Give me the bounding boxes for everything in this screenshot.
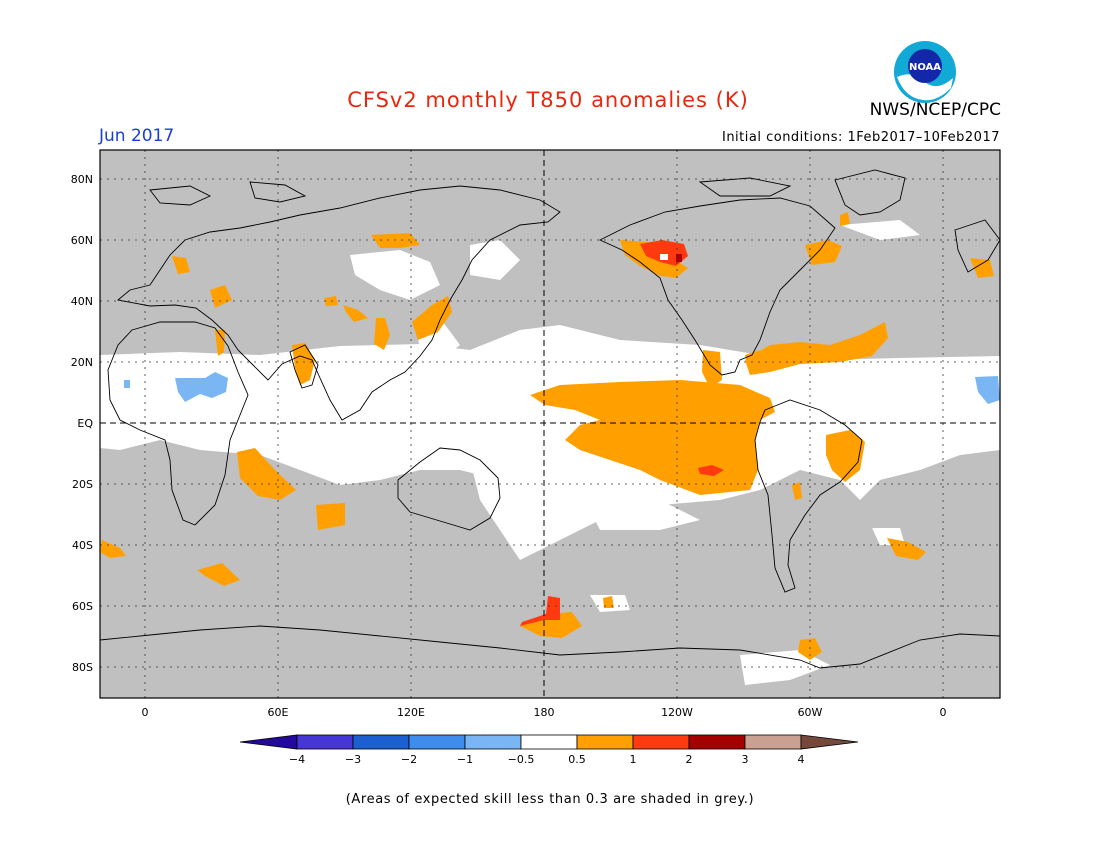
legend-bin <box>296 734 354 750</box>
agency-label: NWS/NCEP/CPC <box>869 100 1001 120</box>
legend-tick-label: 3 <box>742 753 749 766</box>
noaa-logo-text: NOAA <box>909 62 941 73</box>
color-legend: −4 −3 −2 −1 −0.5 0.5 1 2 3 4 <box>239 734 859 766</box>
lon-label: 60W <box>798 706 823 719</box>
lat-label: 20S <box>72 478 93 491</box>
legend-tick-label: 4 <box>798 753 805 766</box>
legend-tick-label: −1 <box>457 753 473 766</box>
lat-label: 40S <box>72 539 93 552</box>
negative-anomaly-areas <box>124 372 1000 404</box>
legend-tick-label: 0.5 <box>568 753 586 766</box>
noaa-logo: NOAA <box>894 41 956 103</box>
legend-tick-label: −3 <box>345 753 361 766</box>
lon-label: 120W <box>661 706 693 719</box>
legend-tick-label: 1 <box>630 753 637 766</box>
map-frame <box>99 149 1001 699</box>
lat-label: 60N <box>71 234 93 247</box>
legend-bin <box>576 734 634 750</box>
lat-label: 80N <box>71 173 93 186</box>
legend-tick-label: −4 <box>289 753 305 766</box>
lat-label: 60S <box>72 600 93 613</box>
legend-bin-right-arrow <box>800 734 859 750</box>
lat-label: EQ <box>77 417 93 430</box>
map-title: CFSv2 monthly T850 anomalies (K) <box>347 88 749 112</box>
legend-bin-left-arrow <box>239 734 298 750</box>
lat-label: 20N <box>71 356 93 369</box>
positive-anomaly-areas-2-3 <box>676 254 682 262</box>
legend-tick-label: −0.5 <box>508 753 535 766</box>
lon-label: 0 <box>940 706 947 719</box>
legend-bin <box>520 734 578 750</box>
longitude-labels: 0 60E 120E 180 120W 60W 0 <box>142 706 947 719</box>
lon-label: 180 <box>534 706 555 719</box>
skill-footnote: (Areas of expected skill less than 0.3 a… <box>345 792 755 807</box>
legend-bin <box>744 734 802 750</box>
legend-tick-label: −2 <box>401 753 417 766</box>
lon-label: 60E <box>268 706 289 719</box>
initial-conditions-label: Initial conditions: 1Feb2017–10Feb2017 <box>721 130 1000 145</box>
legend-bin <box>464 734 522 750</box>
latitude-labels: 80N 60N 40N 20N EQ 20S 40S 60S 80S <box>71 173 94 674</box>
lat-label: 80S <box>72 661 93 674</box>
legend-bin <box>408 734 466 750</box>
legend-bin <box>688 734 746 750</box>
graticule <box>100 150 1000 698</box>
lat-label: 40N <box>71 295 93 308</box>
lon-label: 120E <box>397 706 425 719</box>
coastlines <box>100 169 1000 669</box>
equator-dateline <box>100 150 1000 698</box>
lon-label: 0 <box>142 706 149 719</box>
valid-month-label: Jun 2017 <box>99 126 175 146</box>
legend-bin <box>352 734 410 750</box>
legend-tick-label: 2 <box>686 753 693 766</box>
legend-bin <box>632 734 690 750</box>
